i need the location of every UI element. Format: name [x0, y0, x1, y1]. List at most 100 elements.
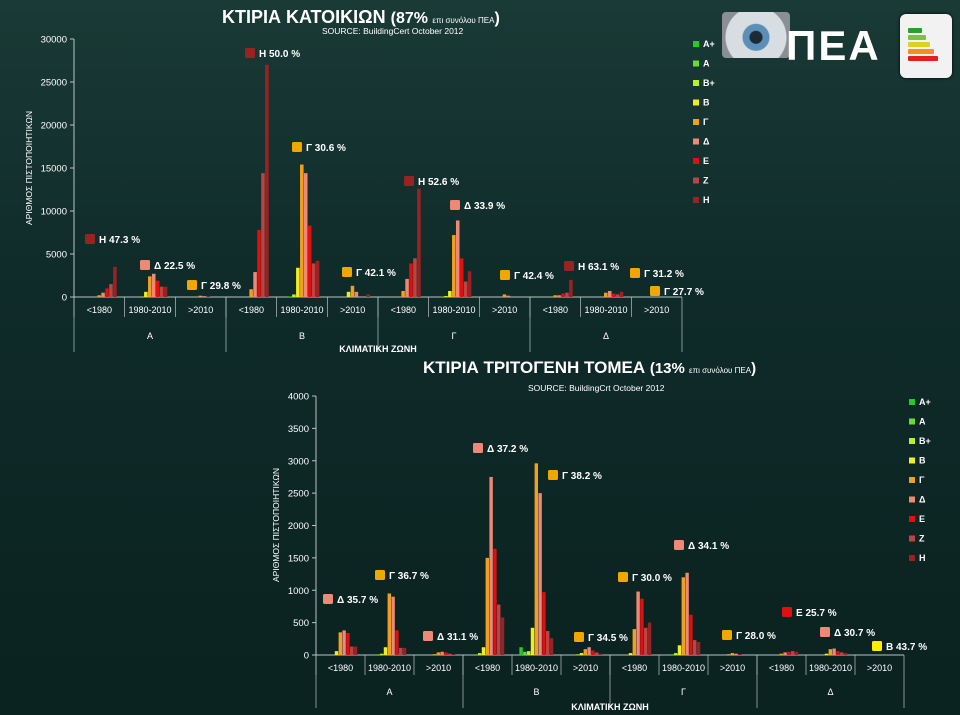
x-tick-label: 1980-2010	[809, 663, 852, 673]
annotation-marker	[872, 641, 882, 651]
annotation-label: Γ 30.0 %	[632, 573, 672, 584]
bar	[395, 630, 399, 655]
bar	[148, 276, 152, 297]
bar	[611, 293, 616, 297]
bar	[163, 286, 168, 297]
legend-label: Α+	[703, 39, 715, 49]
legend-label: Ζ	[703, 176, 709, 186]
annotation-label: Δ 30.7 %	[834, 628, 875, 639]
bar	[575, 654, 580, 655]
bar	[681, 577, 686, 655]
legend-label: Β+	[703, 78, 715, 88]
legend-label: Ζ	[919, 534, 925, 544]
bar	[794, 651, 799, 655]
bar	[836, 651, 840, 655]
bar	[843, 653, 848, 655]
x-axis-title: ΚΛΙΜΑΤΙΚΗ ΖΩΝΗ	[571, 702, 648, 712]
bar	[840, 652, 844, 655]
legend-swatch	[693, 119, 699, 125]
bar	[109, 284, 113, 297]
annotation-label: Η 52.6 %	[418, 177, 459, 188]
pea-logo-text: ΠΕΑ	[786, 22, 881, 69]
bar	[477, 653, 482, 655]
y-tick-label: 20000	[41, 121, 67, 132]
bar	[497, 604, 501, 655]
legend-swatch	[909, 418, 915, 425]
bar	[598, 653, 603, 655]
bar	[561, 293, 565, 297]
annotation-marker	[674, 540, 684, 550]
bar	[549, 638, 554, 655]
annotation-marker	[85, 234, 95, 244]
bar	[615, 294, 620, 297]
legend-swatch	[909, 535, 915, 542]
zone-label: Β	[533, 687, 539, 697]
bar	[383, 647, 388, 655]
y-tick-label: 30000	[41, 35, 67, 46]
bar	[467, 271, 472, 297]
bar	[202, 296, 207, 297]
bar	[485, 557, 490, 655]
y-tick-label: 15000	[41, 164, 67, 175]
chart-1: 0 5000 10000 15000 20000 25000 30000 <1980 1980-…	[24, 7, 715, 354]
x-tick-label: >2010	[340, 305, 365, 315]
annotation-label: Γ 34.5 %	[588, 633, 628, 644]
annotation-label: Β 43.7 %	[886, 642, 927, 653]
bar	[265, 64, 269, 297]
annotation-label: Γ 27.7 %	[664, 287, 704, 298]
legend-label: Α	[919, 417, 926, 427]
bar	[249, 289, 253, 297]
annotation-label: Δ 31.1 %	[437, 632, 478, 643]
bar	[565, 292, 569, 297]
y-tick-label: 3000	[288, 456, 309, 467]
legend-label: Δ	[703, 137, 710, 147]
annotation-marker	[548, 470, 558, 480]
bar	[401, 290, 405, 297]
x-tick-label: 1980-2010	[432, 305, 475, 315]
bar	[334, 651, 339, 655]
legend-swatch	[909, 438, 915, 444]
legend-swatch	[909, 457, 915, 464]
bar	[519, 647, 523, 655]
annotation-marker	[722, 630, 732, 640]
annotation-label: Γ 42.1 %	[356, 268, 396, 279]
bar	[448, 653, 452, 655]
bar	[523, 651, 527, 655]
annotation-marker	[782, 607, 792, 617]
annotation-marker	[245, 48, 255, 58]
bar	[315, 260, 320, 297]
y-tick-label: 0	[304, 651, 309, 662]
annotation-marker	[618, 572, 628, 582]
bar	[346, 632, 350, 655]
annotation-label: Γ 36.7 %	[389, 571, 429, 582]
bar	[354, 291, 359, 297]
bar	[636, 591, 640, 655]
x-tick-label: 1980-2010	[280, 305, 323, 315]
y-tick-label: 3500	[288, 424, 309, 435]
bar	[587, 647, 591, 655]
bar	[444, 295, 448, 297]
x-tick-label: <1980	[769, 663, 794, 673]
bar	[500, 617, 505, 655]
x-tick-label: 1980-2010	[515, 663, 558, 673]
annotation-marker	[342, 267, 352, 277]
bar	[783, 652, 787, 655]
y-tick-label: 2000	[288, 521, 309, 532]
legend-swatch	[909, 555, 915, 561]
bar	[342, 630, 346, 655]
bar	[399, 647, 403, 655]
annotation-marker	[140, 260, 150, 270]
annotation-marker	[473, 443, 483, 453]
annotation-marker	[564, 261, 574, 271]
bar	[526, 651, 531, 655]
annotation-label: Γ 29.8 %	[201, 281, 241, 292]
annotation-marker	[630, 268, 640, 278]
x-tick-label: 1980-2010	[584, 305, 627, 315]
bar	[502, 294, 507, 297]
bar	[113, 266, 117, 297]
bar	[159, 286, 164, 297]
x-tick-label: <1980	[475, 663, 500, 673]
x-tick-label: <1980	[622, 663, 647, 673]
annotation-marker	[323, 594, 333, 604]
legend-swatch	[909, 496, 915, 503]
